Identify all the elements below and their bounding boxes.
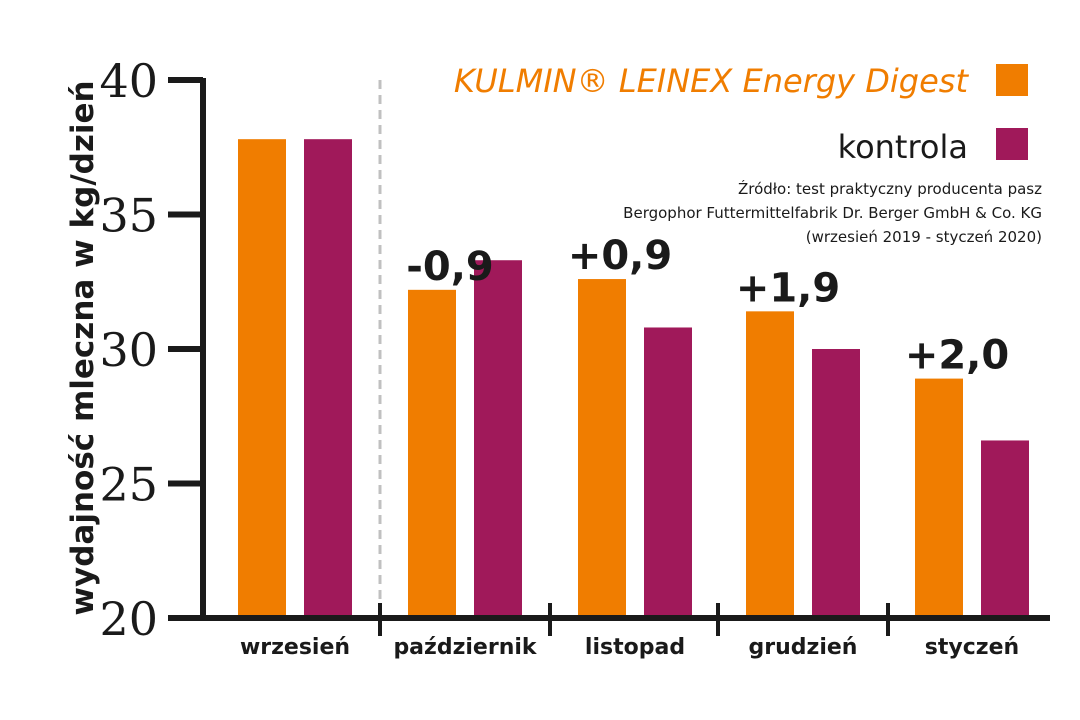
y-axis-label: wydajność mleczna w kg/dzień: [65, 80, 101, 615]
x-tick-label: grudzień: [749, 635, 858, 660]
source-line-2: Bergophor Futtermittelfabrik Dr. Berger …: [623, 204, 1042, 222]
x-axis-labels: wrzesień październik listopad grudzień stycz…: [240, 635, 1019, 660]
legend-swatch-kontrola: [996, 128, 1028, 160]
bar-kulmin: [915, 378, 963, 615]
source-line-1: Źródło: test praktyczny producenta pasz: [738, 179, 1042, 198]
x-tick-label: wrzesień: [240, 635, 350, 660]
difference-label: +2,0: [905, 333, 1009, 379]
x-tick-label: październik: [393, 635, 537, 660]
difference-label: -0,9: [406, 244, 493, 290]
y-tick-label: 30: [99, 323, 158, 377]
bar-kulmin: [238, 139, 286, 615]
source-line-3: (wrzesień 2019 - styczeń 2020): [806, 228, 1042, 246]
y-tick-label: 20: [99, 592, 158, 646]
x-axis-category-ticks: [378, 603, 890, 636]
bar-kontrola: [812, 349, 860, 615]
legend-label-kontrola: kontrola: [838, 128, 968, 166]
difference-label: +0,9: [568, 233, 672, 279]
difference-label: +1,9: [736, 265, 840, 311]
y-tick-label: 40: [99, 54, 158, 108]
bar-kulmin: [408, 289, 456, 615]
bar-kontrola: [474, 260, 522, 615]
bar-kulmin: [578, 279, 626, 615]
y-tick-label: 35: [99, 189, 158, 243]
x-tick-label: listopad: [585, 635, 685, 660]
bar-kontrola: [644, 327, 692, 615]
legend-label-kulmin: KULMIN® LEINEX Energy Digest: [454, 62, 970, 100]
y-axis-ticks: 20 25 30 35 40: [99, 54, 203, 646]
bars-group: [238, 139, 1029, 615]
y-tick-label: 25: [99, 458, 158, 512]
bar-kontrola: [981, 440, 1029, 615]
x-tick-label: styczeń: [925, 635, 1019, 660]
difference-labels: -0,9 +0,9 +1,9 +2,0: [406, 233, 1009, 379]
legend-swatch-kulmin: [996, 64, 1028, 96]
bar-kulmin: [746, 311, 794, 615]
bar-kontrola: [304, 139, 352, 615]
